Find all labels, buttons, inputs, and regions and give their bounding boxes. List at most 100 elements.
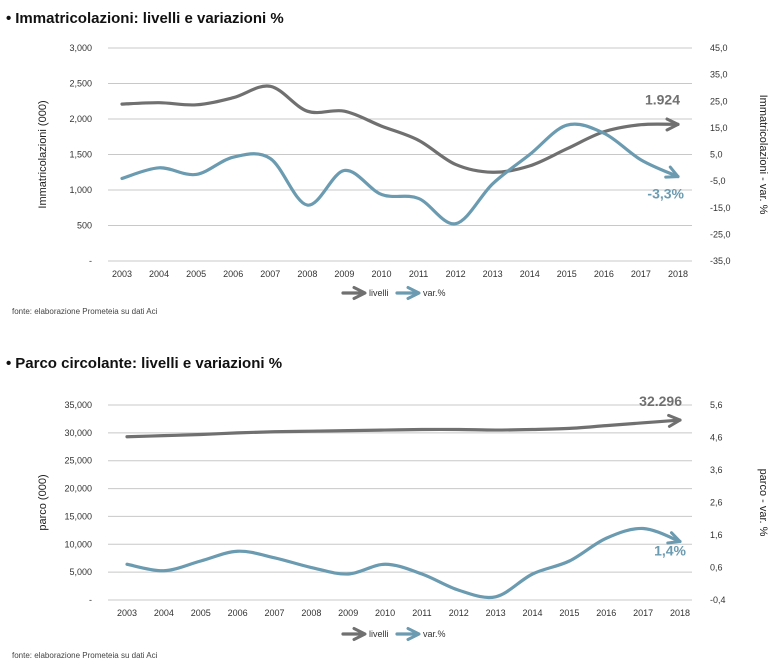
x-tick-label: 2006 [223,269,243,279]
series-line-livelli [125,418,682,439]
series-line-var [120,122,680,226]
end-label-livelli: 32.296 [639,393,682,409]
y-tick-label: 30,000 [64,428,92,438]
x-tick-label: 2017 [631,269,651,279]
x-tick-label: 2015 [559,608,579,618]
chart2-title: • Parco circolante: livelli e variazioni … [6,355,282,372]
chart1-svg: 3,000 2,500 2,000 1,500 1,000 500 - 45,0 35,0 25,… [37,43,769,300]
series-arrow-icon [665,117,680,132]
end-label-var: -3,3% [647,186,684,202]
data-point [421,573,423,575]
data-point [421,428,423,430]
y2-axis-title: Immatricolazioni - var. % [757,95,769,215]
y2-axis-title: parco - var. % [757,469,769,537]
data-point [384,563,386,565]
data-point [531,573,533,575]
data-point [273,431,275,433]
x-tick-label: 2007 [260,269,280,279]
x-tick-label: 2003 [112,269,132,279]
legend-arrow-icon [406,627,421,641]
y-tick-label: 35,000 [64,400,92,410]
chart1-title-text: Immatricolazioni: livelli e variazioni % [15,10,284,27]
x-tick-label: 2013 [483,269,503,279]
y2-tick-label: 0,6 [710,563,723,573]
legend-arrow-icon [406,286,421,300]
x-tick-label: 2005 [186,269,206,279]
x-tick-label: 2009 [334,269,354,279]
y2-tick-label: 5,6 [710,400,723,410]
y2-tick-label: 2,6 [710,498,723,508]
y-tick-label: 2,500 [69,79,92,89]
series-arrow-icon [664,165,680,179]
x-tick-label: 2011 [412,608,431,618]
y2-tick-label: 45,0 [710,43,728,53]
y-tick-label: 500 [77,221,92,231]
y-tick-label: 10,000 [64,539,92,549]
data-point [310,566,312,568]
y2-tick-label: -25,0 [710,229,731,239]
x-tick-label: 2014 [523,608,543,618]
legend-label-var: var.% [423,288,446,298]
y-tick-label: 3,000 [69,43,92,53]
x-tick-label: 2012 [446,269,466,279]
chart1-title: • Immatricolazioni: livelli e variazioni … [6,10,284,27]
legend-arrow-icon [352,627,367,641]
series-arrow-icon [667,413,682,428]
data-point [126,436,128,438]
x-tick-label: 2018 [668,269,688,279]
y-tick-label: - [89,256,92,266]
x-tick-label: 2014 [520,269,540,279]
x-tick-label: 2008 [301,608,321,618]
y2-tick-label: 5,0 [710,150,723,160]
x-tick-label: 2011 [409,269,428,279]
title-bullet: • [6,355,12,372]
data-point [347,429,349,431]
y2-tick-label: 1,6 [710,530,723,540]
end-label-var: 1,4% [654,543,686,559]
chart1-source: fonte: elaborazione Prometeia su dati Ac… [12,307,158,316]
x-tick-label: 2016 [594,269,614,279]
y-axis-title: parco (000) [37,474,49,530]
data-point [605,424,607,426]
series-line-livelli [120,84,680,174]
series-line-var [125,526,682,600]
x-tick-label: 2016 [596,608,616,618]
x-tick-label: 2009 [338,608,358,618]
data-point [531,428,533,430]
y-tick-label: 1,500 [69,150,92,160]
x-tick-label: 2004 [149,269,169,279]
data-point [163,434,165,436]
chart2-title-text: Parco circolante: livelli e variazioni % [15,355,283,372]
y2-tick-label: 3,6 [710,465,723,475]
data-point [384,429,386,431]
data-point [347,573,349,575]
x-tick-label: 2005 [191,608,211,618]
y-axis-title: Immatricolazioni (000) [37,100,49,208]
y2-tick-label: -0,4 [710,595,726,605]
data-point [568,560,570,562]
x-tick-label: 2018 [670,608,690,618]
data-point [642,422,644,424]
data-point [494,429,496,431]
data-point [236,550,238,552]
data-point [163,570,165,572]
y-tick-label: 25,000 [64,456,92,466]
data-point [236,432,238,434]
data-point [273,557,275,559]
y-tick-label: 15,000 [64,511,92,521]
x-tick-label: 2003 [117,608,137,618]
data-point [458,428,460,430]
x-tick-label: 2010 [375,608,395,618]
y2-tick-label: -35,0 [710,256,731,266]
data-point [642,527,644,529]
data-point [200,433,202,435]
legend-label-var: var.% [423,629,446,639]
data-point [200,560,202,562]
y2-tick-label: 4,6 [710,433,723,443]
x-tick-label: 2010 [371,269,391,279]
data-point [605,537,607,539]
data-point [310,430,312,432]
data-point [494,596,496,598]
y2-tick-label: 35,0 [710,70,728,80]
